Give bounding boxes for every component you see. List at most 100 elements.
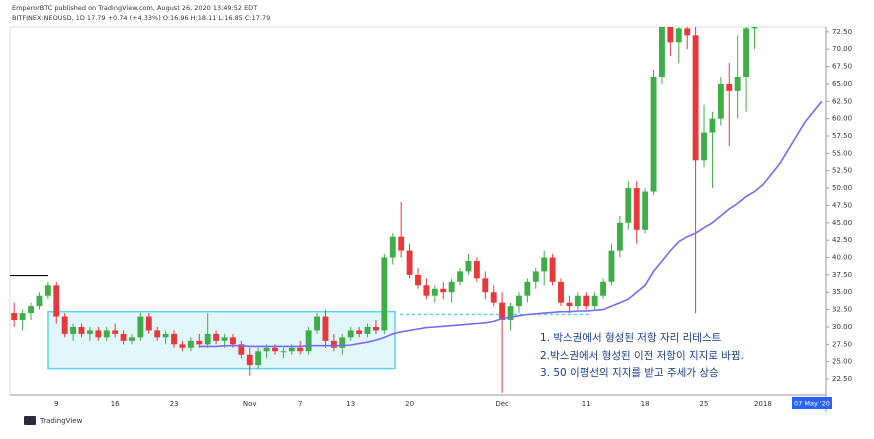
candle-body (423, 285, 430, 296)
candle-body (221, 337, 228, 341)
candle-body (389, 236, 396, 258)
candle-body (238, 344, 245, 355)
y-tick-label: 37.50 (832, 271, 852, 279)
y-tick-label: 62.50 (832, 97, 852, 105)
candle-body (255, 351, 262, 366)
candle-body (381, 257, 388, 331)
candle-body (701, 132, 707, 161)
x-tick-label: 25 (700, 400, 709, 408)
candle-body (532, 271, 539, 282)
candle-body (465, 260, 472, 272)
candle-body (112, 330, 119, 334)
x-tick-label: 2018 (754, 400, 772, 408)
candle-body (196, 340, 203, 345)
candle-body (78, 326, 85, 334)
candle-body (448, 281, 455, 293)
candle-body (507, 306, 514, 321)
candle-body (616, 222, 623, 251)
y-tick-label: 25.00 (832, 358, 852, 366)
y-tick-label: 57.50 (832, 132, 852, 140)
candle-body (145, 316, 152, 331)
candle-body (692, 35, 699, 161)
candle-body (600, 281, 607, 296)
symbol-line: BITFINEX:NEOUSD, 1D 17.79 +0.74 (+4.33%)… (12, 14, 270, 22)
footer-logo: TradingView (39, 417, 83, 425)
candle-body (280, 351, 287, 353)
candle-body (633, 188, 640, 230)
y-tick-label: 42.50 (832, 236, 852, 244)
candle-body (549, 257, 556, 282)
candle-body (574, 295, 581, 307)
logo-icon (24, 416, 36, 425)
y-tick-label: 50.00 (832, 184, 852, 192)
candle-body (516, 295, 522, 307)
crosshair-box (792, 397, 832, 409)
candle-body (339, 337, 346, 348)
y-tick-label: 70.00 (832, 45, 852, 53)
candle-body (499, 302, 506, 321)
y-tick-label: 22.50 (832, 375, 852, 383)
y-tick-label: 32.50 (832, 306, 852, 314)
candle-body (44, 285, 51, 296)
y-tick-label: 35.00 (832, 288, 852, 296)
candle-body (364, 326, 371, 334)
candle-body (229, 337, 236, 345)
candle-body (11, 313, 18, 321)
candle-body (103, 330, 110, 338)
candle-body (297, 347, 304, 352)
x-tick-label: Nov (243, 400, 257, 408)
candle-body (717, 83, 724, 119)
candle-body (204, 333, 211, 345)
x-tick-label: Dec (495, 400, 509, 408)
candle-body (162, 333, 169, 338)
annotation: 1. 박스권에서 형성된 저항 자리 리테스트 (540, 332, 722, 344)
x-tick-label: 16 (111, 400, 120, 408)
candle-body (70, 326, 77, 334)
candle-body (272, 347, 278, 352)
candle-body (263, 347, 270, 352)
candle-body (95, 330, 102, 338)
x-tick-label: 18 (641, 400, 650, 408)
plot-area (10, 27, 823, 393)
candle-body (187, 340, 194, 348)
candle-body (743, 28, 750, 77)
candle-body (591, 295, 598, 307)
y-tick-label: 55.00 (832, 149, 852, 157)
y-tick-label: 72.50 (832, 28, 852, 36)
x-tick-label: 13 (346, 400, 355, 408)
candle-body (684, 28, 691, 36)
y-tick-label: 47.50 (832, 201, 852, 209)
candle-body (650, 76, 657, 192)
x-tick-label: 11 (582, 400, 591, 408)
candle-body (431, 288, 438, 296)
candle-body (642, 191, 649, 230)
candle-body (734, 76, 741, 91)
candle-body (675, 28, 682, 43)
candle-body (440, 288, 447, 293)
candle-body (751, 27, 758, 29)
candle-body (347, 330, 354, 338)
candle-body (524, 281, 531, 296)
candle-body (28, 306, 34, 314)
candle-body (659, 27, 665, 77)
candle-body (154, 330, 161, 338)
candle-body (120, 333, 127, 341)
candle-body (457, 271, 464, 282)
crosshair-label: 07 May '20 (794, 400, 830, 408)
x-tick-label: 9 (54, 400, 58, 408)
candle-body (305, 330, 312, 352)
moving-average (199, 100, 823, 348)
annotation: 3. 50 이평선의 지지를 받고 주세가 상승 (540, 367, 719, 379)
candle-body (566, 302, 573, 307)
y-tick-label: 60.00 (832, 115, 852, 123)
candle-body (246, 354, 253, 366)
candle-body (558, 281, 564, 303)
x-tick-label: 23 (170, 400, 179, 408)
candle-body (36, 295, 43, 307)
y-tick-label: 45.00 (832, 219, 852, 227)
candle-body (473, 260, 480, 279)
candle-body (330, 340, 337, 348)
annotation: 2.박스권에서 형성된 이전 저항이 지지로 바뀜. (540, 350, 744, 362)
